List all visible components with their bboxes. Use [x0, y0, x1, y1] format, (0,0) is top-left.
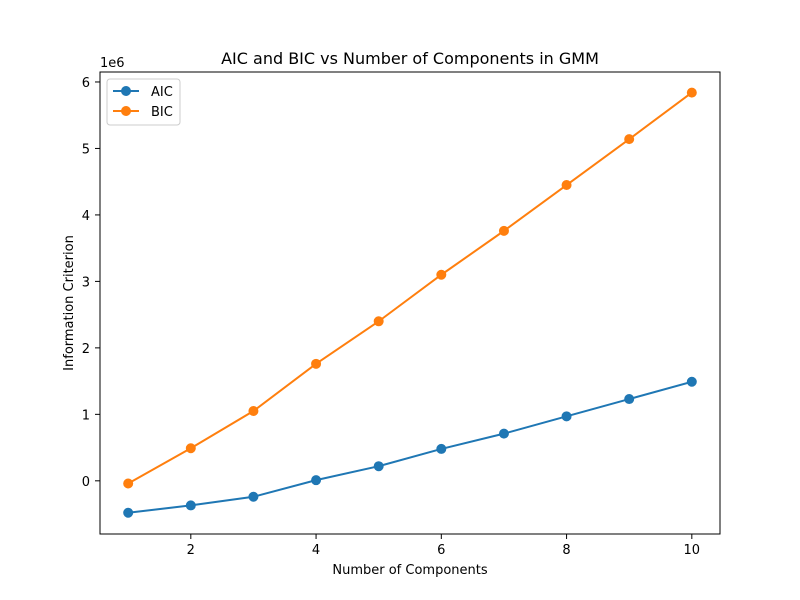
series-lines [127, 91, 693, 514]
y-axis-label: Information Criterion [62, 235, 77, 371]
x-axis-label: Number of Components [332, 563, 487, 578]
data-point-aic [185, 500, 196, 511]
data-point-aic [436, 443, 447, 454]
data-point-aic [373, 461, 384, 472]
legend-marker-bic [121, 106, 131, 116]
y-tick-label: 4 [82, 209, 90, 224]
data-point-bic [123, 478, 134, 489]
data-point-aic [248, 491, 259, 502]
data-point-bic [686, 87, 697, 98]
legend-label-bic: BIC [151, 105, 173, 120]
legend-label-aic: AIC [151, 85, 173, 100]
data-point-aic [686, 376, 697, 387]
x-tick-label: 4 [312, 543, 320, 558]
y-tick-label: 3 [82, 275, 90, 290]
data-point-aic [123, 507, 134, 518]
y-offset-label: 1e6 [100, 56, 125, 71]
y-tick-label: 2 [82, 342, 90, 357]
x-tick-label: 10 [684, 543, 701, 558]
y-tick-label: 0 [82, 475, 90, 490]
y-axis: 0 1 2 3 4 5 6 [82, 76, 100, 490]
data-point-bic [498, 225, 509, 236]
data-point-bic [185, 443, 196, 454]
data-point-bic [624, 134, 635, 145]
x-axis: 2 4 6 8 10 [187, 534, 700, 558]
x-tick-label: 8 [562, 543, 570, 558]
legend: AIC BIC [106, 78, 181, 126]
data-point-aic [311, 475, 322, 486]
x-tick-label: 6 [437, 543, 445, 558]
y-tick-label: 5 [82, 142, 90, 157]
series-line-aic [128, 380, 693, 514]
y-tick-label: 1 [82, 408, 90, 423]
chart-title: AIC and BIC vs Number of Components in G… [221, 49, 599, 68]
data-point-bic [248, 406, 259, 417]
data-point-aic [498, 428, 509, 439]
data-point-bic [373, 316, 384, 327]
legend-marker-aic [121, 86, 131, 96]
series-line-bic [127, 91, 693, 485]
data-point-aic [624, 394, 635, 405]
data-point-bic [311, 358, 322, 369]
plot-frame [99, 71, 721, 535]
x-tick-label: 2 [187, 543, 195, 558]
y-tick-label: 6 [82, 76, 90, 91]
data-point-bic [436, 269, 447, 280]
data-point-bic [561, 180, 572, 191]
series-points [123, 87, 697, 518]
data-point-aic [561, 411, 572, 422]
